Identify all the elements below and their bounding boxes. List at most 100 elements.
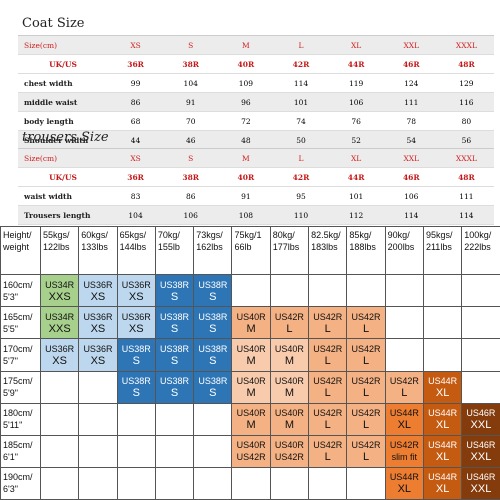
size-cell: US38R S bbox=[116, 338, 156, 372]
spec-row: body length 68 70 72 74 76 78 80 bbox=[18, 111, 494, 131]
weight-kg: 85kg/ bbox=[349, 230, 372, 240]
weight-kg: 82.5kg/ bbox=[311, 230, 341, 240]
size-cell: US38R S bbox=[154, 370, 195, 404]
size-cell: US42R L bbox=[308, 434, 348, 468]
weight-column-header: 55kgs/122lbs bbox=[39, 225, 80, 276]
spec-cell: 48R bbox=[438, 54, 494, 74]
spec-row: UK/US 36R 38R 40R 42R 44R 46R 48R bbox=[18, 54, 494, 74]
weight-kg: 100kg/ bbox=[464, 230, 492, 240]
spec-cell: XL bbox=[328, 148, 384, 168]
size-cell bbox=[116, 402, 156, 436]
weight-kg: 70kg/ bbox=[157, 230, 180, 240]
height-cm: 180cm/ bbox=[3, 408, 33, 419]
spec-cell: 106 bbox=[328, 92, 384, 112]
spec-row-label: Trousers length bbox=[18, 205, 108, 225]
spec-cell: 95 bbox=[273, 186, 329, 206]
size-cell: US40R US42R bbox=[269, 434, 310, 468]
weight-kg: 60kgs/ bbox=[81, 230, 108, 240]
spec-cell: 40R bbox=[218, 54, 274, 74]
size-code: US46R bbox=[466, 440, 496, 451]
size-code: US40R bbox=[236, 311, 266, 322]
spec-cell: 104 bbox=[108, 205, 164, 225]
size-cell bbox=[78, 466, 118, 500]
size-letter: XXL bbox=[470, 419, 492, 432]
size-cell: US44R XL bbox=[422, 434, 463, 468]
height-cm: 185cm/ bbox=[3, 440, 33, 451]
size-code: US42R bbox=[351, 376, 381, 387]
weight-kg: 80kg/ bbox=[272, 230, 295, 240]
height-weight-size-grid: Height/weight 55kgs/122lbs 60kgs/133lbs 65k… bbox=[0, 225, 500, 500]
spec-row-label: UK/US bbox=[18, 167, 108, 187]
size-code: US40R bbox=[274, 343, 304, 354]
size-letter: XS bbox=[52, 354, 67, 367]
height-ft: 5'5" bbox=[3, 323, 18, 334]
spec-cell: 36R bbox=[108, 167, 164, 187]
size-code: US40R bbox=[274, 408, 304, 419]
size-letter: S bbox=[209, 354, 217, 367]
size-letter: S bbox=[170, 387, 179, 400]
spec-row-label: waist width bbox=[18, 186, 108, 206]
size-letter: M bbox=[246, 322, 256, 335]
spec-cell: 50 bbox=[273, 130, 329, 150]
size-cell: US44R XL bbox=[422, 370, 463, 404]
spec-cell: 78 bbox=[383, 111, 439, 131]
spec-row-label: Size(cm) bbox=[18, 35, 108, 55]
weight-lbs: 66lb bbox=[234, 242, 252, 252]
size-cell bbox=[308, 466, 348, 500]
spec-cell: S bbox=[163, 35, 219, 55]
spec-cell: 52 bbox=[328, 130, 384, 150]
weight-kg: 90kg/ bbox=[387, 230, 410, 240]
size-letter: M bbox=[246, 387, 256, 400]
size-code: US46R bbox=[466, 472, 496, 483]
size-letter: XL bbox=[435, 419, 450, 432]
spec-cell: 48 bbox=[218, 130, 274, 150]
size-code: US40R bbox=[236, 440, 266, 451]
spec-cell: 110 bbox=[273, 205, 329, 225]
size-cell bbox=[154, 466, 195, 500]
size-cell bbox=[269, 274, 310, 308]
weight-column-header: 90kg/200lbs bbox=[384, 225, 424, 276]
spec-cell: 44 bbox=[108, 130, 164, 150]
size-letter: L bbox=[324, 322, 331, 335]
height-ft: 5'9" bbox=[3, 388, 18, 399]
weight-lbs: 122lbs bbox=[43, 242, 70, 252]
weight-column-header: 100kg/222lbs bbox=[461, 225, 500, 276]
size-letter: L bbox=[362, 322, 370, 335]
spec-row: Shoulder width 44 46 48 50 52 54 56 bbox=[18, 130, 494, 150]
height-ft: 6'3" bbox=[3, 484, 18, 495]
size-cell: US34R XXS bbox=[39, 306, 80, 340]
size-code: US38R bbox=[160, 343, 190, 354]
height-ft: 5'11" bbox=[3, 420, 23, 431]
size-letter: L bbox=[362, 387, 370, 400]
size-letter: L bbox=[324, 354, 331, 367]
weight-column-header: 75kg/1 66lb bbox=[231, 225, 271, 276]
size-cell: US38R S bbox=[193, 306, 233, 340]
size-letter: XL bbox=[397, 419, 412, 432]
coat-size-table: Size(cm) XS S M L XL XXL XXXL UK/US 36R 38R 40R 42R 4… bbox=[18, 35, 494, 150]
weight-kg: 65kgs/ bbox=[119, 230, 147, 240]
size-letter: S bbox=[170, 354, 179, 367]
size-cell bbox=[193, 402, 233, 436]
grid-corner-header: Height/weight bbox=[0, 225, 41, 276]
size-code: US38R bbox=[121, 343, 151, 354]
size-code: US42R bbox=[274, 311, 304, 322]
size-code: US44R bbox=[428, 376, 458, 387]
spec-cell: 74 bbox=[273, 111, 329, 131]
spec-cell: 101 bbox=[328, 186, 384, 206]
size-code: US44R bbox=[428, 408, 458, 419]
size-letter: L bbox=[362, 419, 370, 432]
size-code: US36R bbox=[83, 279, 113, 290]
spec-cell: 124 bbox=[383, 73, 439, 93]
weight-lbs: 133lbs bbox=[81, 242, 108, 252]
spec-cell: 99 bbox=[108, 73, 164, 93]
corner-line-2: weight bbox=[3, 242, 30, 252]
size-letter: XXL bbox=[470, 483, 492, 496]
size-letter: S bbox=[170, 290, 179, 303]
spec-cell: 46 bbox=[163, 130, 219, 150]
size-cell: US38R S bbox=[193, 370, 233, 404]
spec-cell: 116 bbox=[438, 92, 494, 112]
size-cell bbox=[461, 274, 500, 308]
spec-row: middle waist 86 91 96 101 106 111 116 bbox=[18, 92, 494, 112]
size-cell: US40R M bbox=[231, 370, 271, 404]
size-cell: US36R XS bbox=[78, 338, 118, 372]
